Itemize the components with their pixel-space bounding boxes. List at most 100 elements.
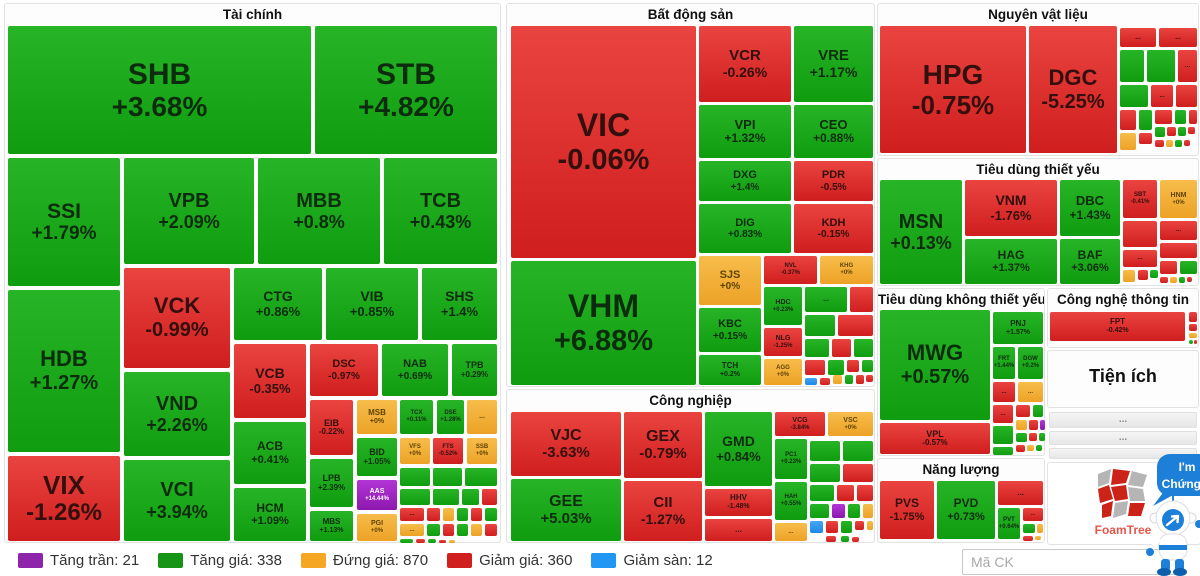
tile-unlabeled[interactable] [1160,261,1177,274]
chatbot-mascot[interactable]: I'm Chứng S [1143,432,1200,576]
tile-hdc[interactable]: HDC +0.23% [764,287,802,325]
tile-ssi[interactable]: SSI +1.79% [8,158,120,286]
tile-unlabeled[interactable] [400,489,430,505]
tile-unlabeled[interactable] [805,339,829,357]
tile-unlabeled[interactable] [856,375,864,384]
tile-unlabeled[interactable] [1120,85,1148,107]
tile-unlabeled[interactable] [1178,127,1186,136]
tile-stb[interactable]: STB +4.82% [315,26,497,154]
tile-hah[interactable]: HAH +0.55% [775,482,807,520]
tile-lpb[interactable]: LPB +2.39% [310,459,353,507]
tile-unlabeled[interactable] [810,521,823,533]
tile-pvd[interactable]: PVD +0.73% [937,481,995,539]
tile-unlabeled[interactable] [1155,127,1165,137]
tile-unlabeled[interactable] [852,537,859,542]
tile-unlabeled[interactable] [1123,270,1135,282]
tile-unlabeled[interactable] [1037,524,1043,533]
tile-agg[interactable]: AGG +0% [764,359,802,385]
tile-unlabeled[interactable] [855,521,864,530]
tile-more[interactable]: ... [705,519,772,541]
tile-unlabeled[interactable] [1155,110,1172,124]
tile-unlabeled[interactable] [848,504,860,518]
tile-unlabeled[interactable] [837,485,854,501]
tile-unlabeled[interactable] [863,504,873,518]
tile-nab[interactable]: NAB +0.69% [382,344,448,396]
tile-unlabeled[interactable] [810,504,829,518]
tile-unlabeled[interactable] [457,508,468,521]
tile-vjc[interactable]: VJC -3.63% [511,412,621,476]
tile-unlabeled[interactable] [857,485,873,501]
tile-sjs[interactable]: SJS +0% [699,256,761,305]
tile-aas[interactable]: AAS +14.44% [357,480,397,510]
tile-unlabeled[interactable] [1175,140,1182,147]
tile-unlabeled[interactable] [850,287,873,312]
tile-vix[interactable]: VIX -1.26% [8,456,120,541]
tile-unlabeled[interactable] [465,468,497,486]
tile-unlabeled[interactable] [1039,433,1045,441]
tile-unlabeled[interactable] [847,360,859,372]
tile-vnd[interactable]: VND +2.26% [124,372,230,456]
tile-gee[interactable]: GEE +5.03% [511,479,621,541]
tile-vcg[interactable]: VCG -3.84% [775,412,825,436]
tile-acb[interactable]: ACB +0.41% [234,422,306,484]
tile-pvs[interactable]: PVS -1.75% [880,481,934,539]
tile-unlabeled[interactable] [1120,133,1136,150]
tile-unlabeled[interactable] [805,360,825,375]
tile-unlabeled[interactable] [1120,50,1144,82]
tile-unlabeled[interactable] [1184,140,1190,146]
tile-baf[interactable]: BAF +3.06% [1060,239,1120,284]
tile-unlabeled[interactable] [1194,340,1197,344]
ticker-search-input[interactable] [962,549,1176,575]
tile-vfs[interactable]: VFS +0% [400,438,430,464]
tile-unlabeled[interactable] [1175,110,1186,124]
tile-unlabeled[interactable] [832,339,851,357]
tile-nlg[interactable]: NLG -1.25% [764,328,802,356]
tile-vpl[interactable]: VPL -0.57% [880,423,990,454]
tile-unlabeled[interactable] [1035,536,1041,540]
tile-unlabeled[interactable] [833,375,842,384]
tile-more[interactable]: ... [993,382,1015,402]
tile-unlabeled[interactable] [449,540,455,543]
tile-vsc[interactable]: VSC +0% [828,412,873,436]
tile-shs[interactable]: SHS +1.4% [422,268,497,340]
tile-shb[interactable]: SHB +3.68% [8,26,311,154]
tile-unlabeled[interactable] [993,426,1013,444]
tile-unlabeled[interactable] [1180,261,1197,274]
tile-nvl[interactable]: NVL -0.37% [764,256,817,284]
tile-unlabeled[interactable] [1176,85,1197,107]
tile-hag[interactable]: HAG +1.37% [965,239,1057,284]
tile-unlabeled[interactable] [832,504,845,518]
tile-unlabeled[interactable] [1023,524,1035,533]
tile-unlabeled[interactable] [1189,312,1197,322]
tile-more[interactable]: ... [1159,28,1197,47]
tile-pc1[interactable]: PC1 +0.23% [775,439,807,479]
tile-unlabeled[interactable] [993,447,1013,455]
tile-sbt[interactable]: SBT -0.41% [1123,180,1157,218]
tile-tch[interactable]: TCH +0.2% [699,355,761,385]
tile-unlabeled[interactable] [485,508,497,521]
tile-hhv[interactable]: HHV -1.48% [705,489,772,516]
tile-unlabeled[interactable] [457,524,468,536]
tile-unlabeled[interactable] [1155,140,1164,147]
tile-unlabeled[interactable] [826,521,838,533]
tile-tpb[interactable]: TPB +0.29% [452,344,497,396]
tile-dxg[interactable]: DXG +1.4% [699,161,791,201]
tile-unlabeled[interactable] [867,521,873,530]
tile-unlabeled[interactable] [471,524,482,536]
tile-unlabeled[interactable] [1139,110,1152,130]
tile-unlabeled[interactable] [1033,405,1043,417]
tile-unlabeled[interactable] [805,315,835,336]
tile-vci[interactable]: VCI +3.94% [124,460,230,541]
tile-more[interactable]: ... [1160,221,1197,240]
tile-more[interactable]: ... [1018,382,1043,402]
tile-unlabeled[interactable] [400,539,413,543]
tile-msn[interactable]: MSN +0.13% [880,180,962,284]
tile-kdh[interactable]: KDH -0.15% [794,204,873,253]
tile-mwg[interactable]: MWG +0.57% [880,310,990,420]
tile-unlabeled[interactable] [1029,433,1037,441]
tile-unlabeled[interactable] [810,464,840,482]
tile-unlabeled[interactable] [462,489,479,505]
tile-more[interactable]: ... [1151,85,1173,107]
tile-unlabeled[interactable] [826,536,836,542]
tile-vpb[interactable]: VPB +2.09% [124,158,254,264]
